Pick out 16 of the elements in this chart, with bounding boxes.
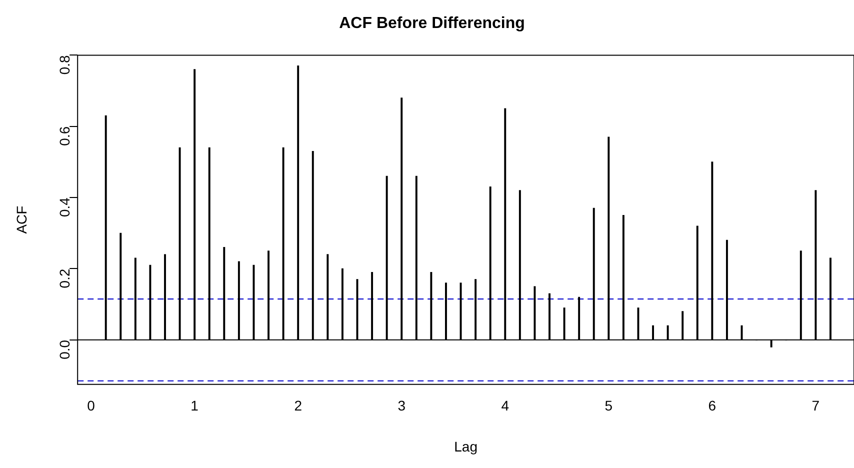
y-tick-label: 0.4 xyxy=(56,197,72,218)
x-tick-label: 3 xyxy=(398,398,406,414)
y-axis-title: ACF xyxy=(13,206,30,234)
x-tick-label: 5 xyxy=(604,398,613,414)
y-tick-label: 0.6 xyxy=(56,126,72,146)
y-tick-label: 0.2 xyxy=(56,268,72,288)
y-tick-label: 0.0 xyxy=(56,340,72,360)
x-tick-label: 0 xyxy=(87,398,96,414)
x-axis-title: Lag xyxy=(454,438,478,454)
x-tick-label: 1 xyxy=(190,398,199,414)
y-tick-label: 0.8 xyxy=(56,54,72,75)
x-tick-label: 4 xyxy=(501,398,510,414)
chart-title: ACF Before Differencing xyxy=(339,15,525,32)
x-tick-label: 2 xyxy=(294,398,302,414)
x-tick-label: 6 xyxy=(708,398,716,414)
x-tick-label: 7 xyxy=(812,398,820,414)
